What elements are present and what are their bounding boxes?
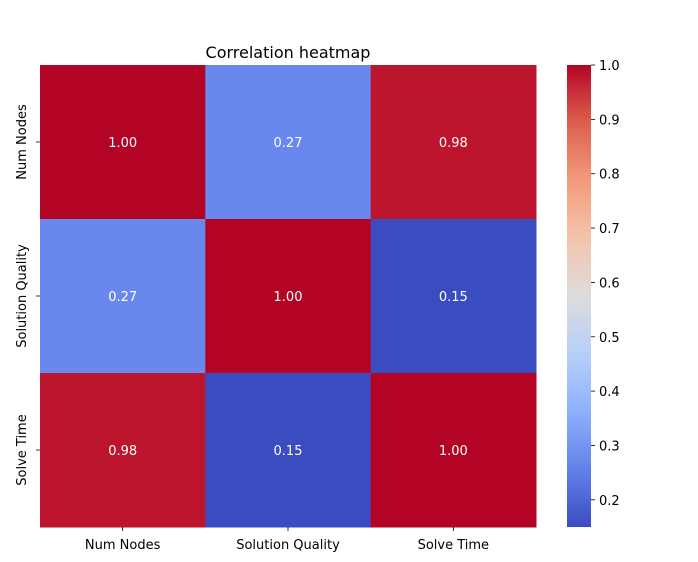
heatmap-cell — [205, 373, 372, 528]
heatmap-cell-labels: 1.00 0.27 0.98 0.27 1.00 0.15 0.98 0.15 1.00 — [108, 136, 468, 459]
heatmap-cell — [40, 65, 206, 220]
heatmap-cell — [370, 65, 537, 220]
heatmap-cell — [205, 219, 372, 374]
colorbar-tick-label: 0.6 — [599, 276, 620, 291]
chart-title: Correlation heatmap — [206, 43, 371, 62]
heatmap-cell-label: 1.00 — [274, 290, 303, 305]
x-axis: Num Nodes Solution Quality Solve Time — [85, 527, 489, 553]
colorbar-gradient — [567, 65, 591, 527]
colorbar-tick-label: 0.7 — [599, 222, 620, 237]
x-tick-label: Num Nodes — [85, 538, 161, 553]
heatmap-cell-label: 0.98 — [439, 136, 468, 151]
heatmap-cell — [370, 373, 537, 528]
colorbar-tick-label: 0.8 — [599, 168, 620, 183]
heatmap-cell-label: 1.00 — [108, 136, 137, 151]
heatmap-cell — [40, 373, 206, 528]
heatmap-cell — [370, 219, 537, 374]
y-axis: Num Nodes Solution Quality Solve Time — [15, 104, 40, 486]
colorbar-tick-label: 0.9 — [599, 113, 620, 128]
heatmap-cell-label: 0.27 — [108, 290, 137, 305]
x-tick-label: Solve Time — [418, 538, 489, 553]
colorbar-tick-label: 0.4 — [599, 385, 620, 400]
heatmap-cell-label: 0.15 — [439, 290, 468, 305]
colorbar-tick-label: 0.3 — [599, 439, 620, 454]
x-tick-label: Solution Quality — [236, 538, 340, 553]
y-tick-label: Solution Quality — [15, 244, 30, 348]
heatmap-cell-label: 1.00 — [439, 444, 468, 459]
heatmap-cells — [40, 65, 537, 528]
colorbar-tick-label: 0.5 — [599, 331, 620, 346]
colorbar: 0.2 0.3 0.4 0.5 0.6 0.7 0.8 0.9 1.0 — [567, 59, 620, 527]
y-tick-label: Num Nodes — [15, 104, 30, 180]
heatmap-cell-label: 0.98 — [108, 444, 137, 459]
heatmap-cell-label: 0.15 — [274, 444, 303, 459]
heatmap-cell — [205, 65, 372, 220]
y-tick-label: Solve Time — [15, 414, 30, 485]
colorbar-tick-label: 1.0 — [599, 59, 620, 74]
heatmap-cell-label: 0.27 — [274, 136, 303, 151]
colorbar-tick-label: 0.2 — [599, 494, 620, 509]
heatmap-cell — [40, 219, 206, 374]
